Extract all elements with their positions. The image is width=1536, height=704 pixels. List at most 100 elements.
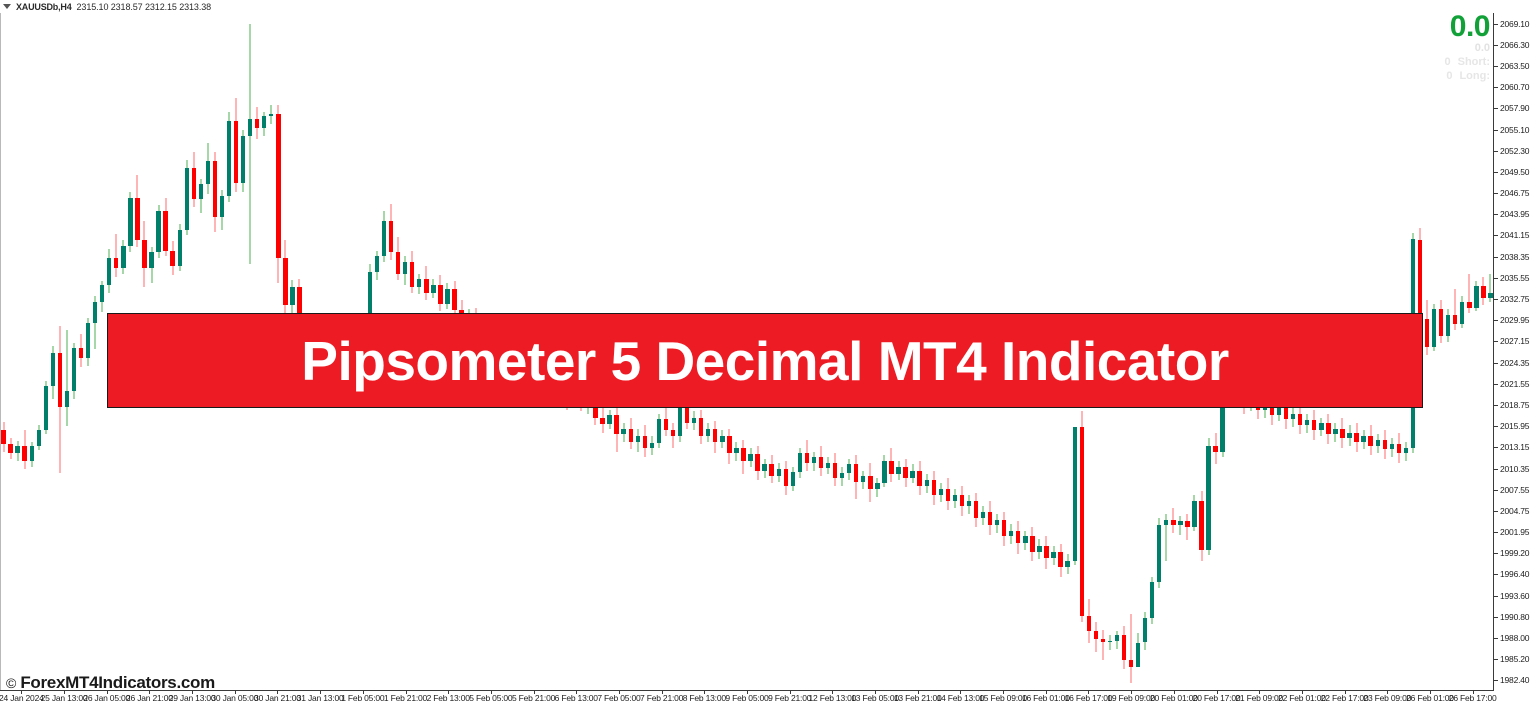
candle-body xyxy=(1079,426,1084,616)
candlestick xyxy=(1058,544,1063,577)
candlestick xyxy=(699,409,704,445)
time-tick-label: 26 Feb 17:00 xyxy=(1448,693,1497,703)
candlestick xyxy=(1150,576,1155,624)
candlestick xyxy=(1326,413,1331,445)
candle-body xyxy=(1460,301,1465,325)
candlestick xyxy=(818,445,824,476)
candlestick xyxy=(600,407,605,433)
time-tick-label: 16 Feb 01:00 xyxy=(1021,693,1070,703)
time-tick-label: 23 Feb 09:00 xyxy=(1363,693,1412,703)
candle-body xyxy=(198,184,204,200)
candle-body xyxy=(889,460,894,475)
candle-body xyxy=(1072,426,1077,562)
candlestick xyxy=(713,421,718,454)
candlestick xyxy=(607,409,612,429)
candle-body xyxy=(184,167,189,230)
candlestick xyxy=(973,493,979,528)
price-tick xyxy=(1494,256,1498,258)
price-tick xyxy=(1494,574,1498,576)
candle-body xyxy=(896,466,901,475)
candle-body xyxy=(966,500,972,507)
price-tick-label: 2049.50 xyxy=(1500,166,1530,177)
candlestick xyxy=(1333,422,1338,442)
candlestick xyxy=(452,281,457,317)
candlestick xyxy=(642,425,647,457)
candlestick xyxy=(240,129,246,192)
time-tick-label: 30 Jan 05:00 xyxy=(211,693,259,703)
candle-body xyxy=(691,417,697,423)
candle-body xyxy=(142,240,147,269)
candle-body xyxy=(839,472,845,479)
time-tick-label: 13 Feb 05:00 xyxy=(851,693,899,703)
candle-body xyxy=(57,353,63,407)
candlestick xyxy=(670,422,676,448)
candle-body xyxy=(1107,640,1113,643)
candle-body xyxy=(29,446,34,461)
candle-body xyxy=(410,262,415,288)
candle-body xyxy=(825,462,831,469)
candle-body xyxy=(614,415,619,435)
candlestick xyxy=(875,478,880,498)
price-tick-label: 1990.80 xyxy=(1500,611,1530,622)
candlestick xyxy=(868,462,873,503)
candle-body xyxy=(628,428,633,442)
time-tick xyxy=(1301,691,1303,694)
candle-body xyxy=(388,220,394,253)
time-axis[interactable]: 24 Jan 2024 25 Jan 13:00 26 Jan 05:00 26 Ja… xyxy=(0,691,1497,704)
candle-body xyxy=(1488,292,1493,298)
time-tick-label: 12 Feb 13:00 xyxy=(808,693,857,703)
price-tick-label: 2021.55 xyxy=(1500,378,1530,389)
candlestick xyxy=(57,325,63,473)
candle-body xyxy=(1283,407,1289,420)
candle-wick xyxy=(1454,288,1456,331)
time-tick xyxy=(490,691,492,694)
candlestick xyxy=(276,104,281,283)
candlestick xyxy=(135,175,140,248)
price-axis[interactable]: 2069.10 2066.30 2063.50 2060.70 2057.90 2055.… xyxy=(1494,0,1536,691)
candlestick xyxy=(663,406,669,437)
candlestick xyxy=(741,440,746,475)
time-tick xyxy=(1429,691,1431,694)
candle-body xyxy=(1114,634,1120,641)
chevron-down-icon[interactable] xyxy=(3,4,11,9)
candle-body xyxy=(1453,315,1458,325)
candlestick xyxy=(762,459,767,479)
candlestick xyxy=(811,451,817,471)
candlestick xyxy=(43,381,48,435)
candle-body xyxy=(910,470,915,479)
candlestick xyxy=(64,330,70,426)
candlestick xyxy=(1347,425,1352,446)
candle-body xyxy=(374,256,380,273)
candlestick xyxy=(1135,633,1141,668)
candlestick xyxy=(424,266,429,301)
candle-body xyxy=(1044,546,1049,558)
candle-body xyxy=(1298,413,1303,426)
candle-body xyxy=(1206,445,1211,551)
candle-body xyxy=(987,512,993,526)
candlestick xyxy=(1072,426,1077,566)
price-tick-label: 2055.10 xyxy=(1500,124,1530,135)
time-tick-label: 19 Feb 09:00 xyxy=(1107,693,1156,703)
candlestick xyxy=(233,97,239,192)
time-tick-label: 20 Feb 17:00 xyxy=(1192,693,1241,703)
candle-body xyxy=(980,512,986,518)
candle-wick xyxy=(1102,629,1104,660)
price-tick xyxy=(1494,489,1498,491)
candlestick xyxy=(1192,494,1197,532)
time-tick xyxy=(1216,691,1218,694)
candlestick xyxy=(395,237,401,280)
candlestick xyxy=(938,483,943,503)
candle-body xyxy=(952,494,958,501)
candle-body xyxy=(804,453,810,463)
price-tick-label: 2013.15 xyxy=(1500,442,1530,453)
candlestick xyxy=(128,191,133,252)
candle-wick xyxy=(1109,634,1111,651)
candle-body xyxy=(43,386,48,430)
candle-body xyxy=(1269,404,1275,416)
candle-body xyxy=(635,436,640,442)
candle-body xyxy=(924,479,929,486)
price-tick-label: 2024.35 xyxy=(1500,357,1530,368)
candle-body xyxy=(121,246,126,268)
candle-body xyxy=(600,417,605,424)
